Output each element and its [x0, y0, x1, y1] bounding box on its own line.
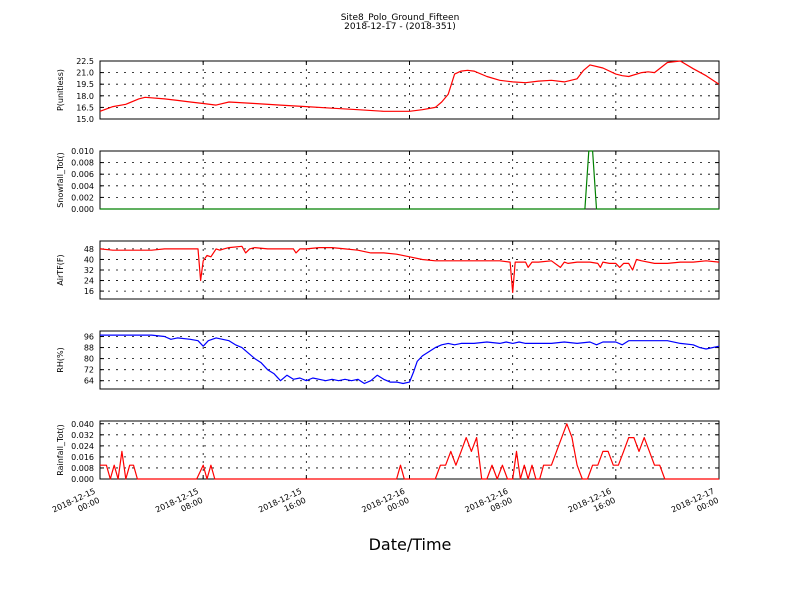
- x-tick-label: 2018-12-1600:00: [360, 487, 410, 524]
- y-tick-label: 72: [84, 366, 94, 375]
- y-tick-label: 32: [84, 266, 94, 275]
- y-tick-label: 80: [84, 355, 94, 364]
- x-axis-label: Date/Time: [369, 535, 452, 554]
- y-tick-label: 19.5: [76, 80, 94, 89]
- y-tick-label: 64: [84, 377, 94, 386]
- y-tick-label: 96: [84, 333, 94, 342]
- series-line: [100, 334, 720, 385]
- y-tick-label: 0.000: [71, 475, 94, 484]
- series-line: [100, 150, 719, 210]
- y-tick-label: 0.008: [71, 464, 94, 473]
- x-tick-label: 2018-12-1616:00: [567, 487, 617, 524]
- y-tick-label: 15.0: [76, 115, 94, 124]
- x-tick-label: 2018-12-1508:00: [154, 487, 204, 524]
- y-tick-label: 16.5: [76, 103, 94, 112]
- figure-title: Site8_Polo_Ground_Fifteen: [341, 13, 460, 23]
- y-tick-label: 48: [84, 245, 94, 254]
- y-tick-label: 0.032: [71, 431, 94, 440]
- x-tick-label: 2018-12-1608:00: [464, 487, 514, 524]
- y-tick-label: 0.002: [71, 193, 94, 202]
- y-tick-label: 22.5: [76, 57, 94, 66]
- series-line: [99, 245, 720, 293]
- x-tick-label: 2018-12-1516:00: [257, 487, 307, 524]
- y-tick-label: 0.010: [71, 147, 94, 156]
- x-tick-label: 2018-12-1700:00: [670, 487, 720, 524]
- figure-subtitle: 2018-12-17 - (2018-351): [344, 22, 456, 32]
- series-line: [100, 423, 719, 480]
- panel-1: 15.0 16.5 18.0 19.5 21.0 22.5 P(unitless): [56, 57, 720, 124]
- x-tick-labels: 2018-12-1500:00 2018-12-1508:00 2018-12-15…: [51, 487, 720, 524]
- y-axis-label: P(unitless): [56, 69, 65, 111]
- panel-4: 64 72 80 88 96 RH(%): [56, 330, 720, 390]
- y-tick-label: 0.000: [71, 205, 94, 214]
- y-axis-label: AirTF(F): [56, 254, 65, 285]
- y-axis-label: Snowfall_Tot(): [56, 152, 65, 208]
- panels: 15.0 16.5 18.0 19.5 21.0 22.5 P(unitless) 0.000…: [56, 57, 720, 484]
- y-tick-label: 40: [84, 255, 94, 264]
- y-tick-label: 0.016: [71, 453, 94, 462]
- y-axis-label: RH(%): [56, 347, 65, 372]
- y-tick-label: 16: [84, 287, 94, 296]
- y-axis-label: Rainfall_Tot(): [56, 424, 65, 476]
- y-tick-label: 0.024: [71, 442, 94, 451]
- y-tick-label: 18.0: [76, 92, 94, 101]
- y-tick-label: 21.0: [76, 69, 94, 78]
- y-tick-label: 0.008: [71, 159, 94, 168]
- panel-2: 0.000 0.002 0.004 0.006 0.008 0.010 Snowfall_T…: [56, 147, 720, 214]
- y-tick-label: 24: [84, 277, 94, 286]
- y-tick-label: 0.004: [71, 182, 94, 191]
- y-tick-label: 0.040: [71, 420, 94, 429]
- panel-5: 0.000 0.008 0.016 0.024 0.032 0.040 Rainfall_T…: [56, 420, 720, 484]
- y-tick-label: 88: [84, 344, 94, 353]
- series-line: [99, 60, 720, 112]
- x-tick-label: 2018-12-1500:00: [51, 487, 101, 524]
- y-tick-label: 0.006: [71, 170, 94, 179]
